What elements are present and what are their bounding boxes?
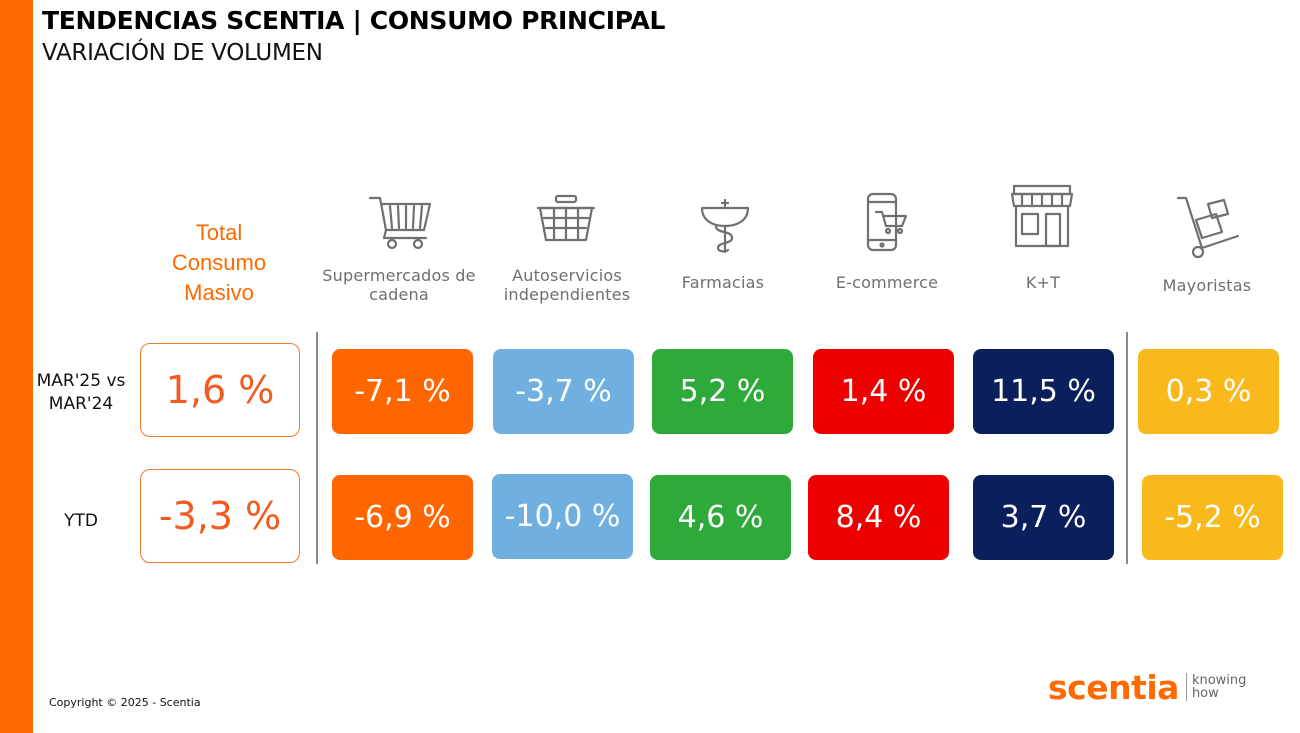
page-title: TENDENCIAS SCENTIA | CONSUMO PRINCIPAL xyxy=(42,6,666,35)
channel-name: Autoservicios independientes xyxy=(503,266,631,304)
row-label-ytd: YTD xyxy=(64,511,98,531)
value-supermercados-ytd: -6,9 % xyxy=(332,475,473,560)
channel-label-supermercados: Supermercados de cadena xyxy=(319,266,479,304)
value-mayoristas-mar: 0,3 % xyxy=(1138,349,1279,434)
scentia-logo: scentia knowing how xyxy=(1048,667,1246,707)
pharmacy-icon xyxy=(690,186,762,258)
value-kt-mar: 11,5 % xyxy=(973,349,1114,434)
channel-label-ecommerce: E-commerce xyxy=(807,273,967,292)
value-ecommerce-ytd: 8,4 % xyxy=(808,475,949,560)
total-consumo-label: Total Consumo Masivo xyxy=(150,218,288,308)
accent-bar xyxy=(0,0,33,733)
shopping-basket-icon xyxy=(530,186,602,258)
channel-label-mayoristas: Mayoristas xyxy=(1127,276,1287,295)
channel-label-kt: K+T xyxy=(963,273,1123,292)
shopping-cart-icon xyxy=(364,186,436,258)
channel-label-farmacias: Farmacias xyxy=(643,273,803,292)
divider-right xyxy=(1126,332,1128,564)
total-ytd-value: -3,3 % xyxy=(140,469,300,563)
row-label-mar: MAR'25 vs MAR'24 xyxy=(36,371,126,414)
total-label-line: Consumo xyxy=(171,250,267,275)
logo-tagline-line: knowing xyxy=(1191,673,1247,688)
value-autoservicios-mar: -3,7 % xyxy=(493,349,634,434)
total-mar-value: 1,6 % xyxy=(140,343,300,437)
channel-name: Mayoristas xyxy=(1162,276,1252,295)
channel-name: E-commerce xyxy=(835,273,939,292)
value-autoservicios-ytd: -10,0 % xyxy=(492,474,633,559)
channel-label-autoservicios: Autoservicios independientes xyxy=(487,266,647,304)
channel-name: Supermercados de cadena xyxy=(322,266,476,304)
mobile-cart-icon xyxy=(852,186,924,258)
value-farmacias-ytd: 4,6 % xyxy=(650,475,791,560)
logo-tagline: knowing how xyxy=(1192,674,1246,700)
divider-left xyxy=(316,332,318,564)
logo-tagline-line: how xyxy=(1191,686,1219,701)
value-supermercados-mar: -7,1 % xyxy=(332,349,473,434)
channel-name: K+T xyxy=(1025,273,1061,292)
value-farmacias-mar: 5,2 % xyxy=(652,349,793,434)
page-subtitle: VARIACIÓN DE VOLUMEN xyxy=(42,40,323,66)
value-mayoristas-ytd: -5,2 % xyxy=(1142,475,1283,560)
value-kt-ytd: 3,7 % xyxy=(973,475,1114,560)
logo-separator xyxy=(1185,673,1187,701)
logo-wordmark: scentia xyxy=(1048,667,1179,707)
value-ecommerce-mar: 1,4 % xyxy=(813,349,954,434)
channel-name: Farmacias xyxy=(681,273,765,292)
storefront-icon xyxy=(1006,180,1078,252)
total-label-line: Total xyxy=(195,220,243,245)
copyright-text: Copyright © 2025 - Scentia xyxy=(49,696,201,709)
hand-truck-icon xyxy=(1172,190,1244,262)
total-label-line: Masivo xyxy=(184,280,254,305)
